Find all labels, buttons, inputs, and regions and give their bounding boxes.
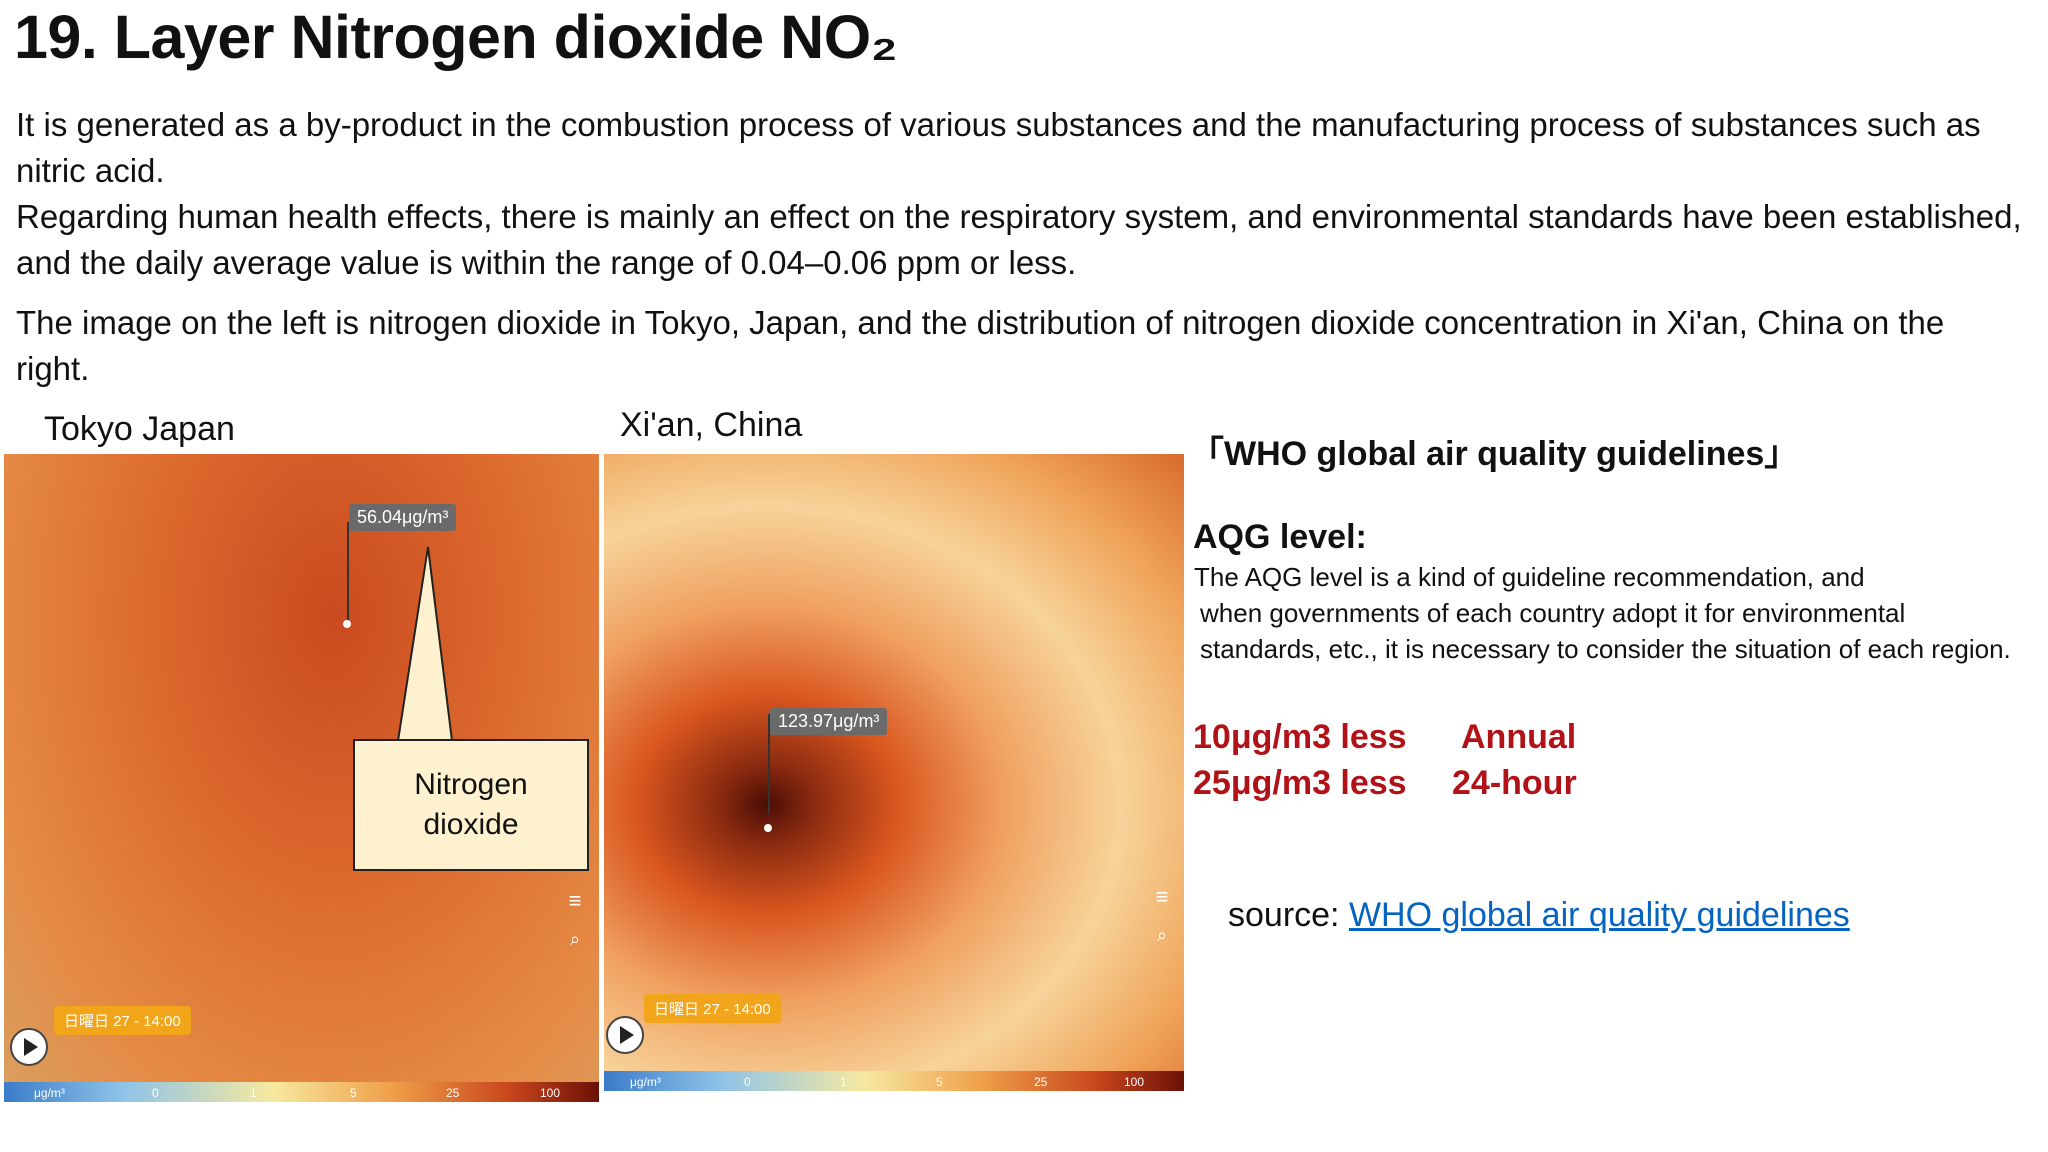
image-description-paragraph: The image on the left is nitrogen dioxid… (16, 304, 1945, 387)
scale-unit: μg/m³ (34, 1086, 65, 1100)
play-button-icon[interactable] (10, 1028, 48, 1066)
tokyo-map-label: Tokyo Japan (44, 410, 235, 448)
scale-tick: 25 (1034, 1075, 1048, 1089)
source-citation: source: WHO global air quality guideline… (1228, 896, 1850, 935)
tokyo-reading-label: 56.04μg/m³ (349, 504, 457, 531)
aqg-description-line: The AQG level is a kind of guideline rec… (1194, 562, 1865, 592)
location-pin (764, 824, 772, 832)
reading-stem (347, 522, 349, 622)
xian-date-pill: 日曜日 27 - 14:00 (644, 994, 781, 1023)
reading-stem (768, 714, 770, 814)
intro-paragraph: It is generated as a by-product in the c… (16, 106, 1981, 189)
location-pin (343, 620, 351, 628)
aqg-description-line: when governments of each country adopt i… (1200, 598, 1906, 628)
scale-tick: 100 (1124, 1075, 1145, 1089)
xian-reading-label: 123.97μg/m³ (770, 708, 888, 735)
menu-icon[interactable]: ≡ (568, 888, 582, 913)
xian-no2-map: 123.97μg/m³ ≡ ⌕ 日曜日 27 - 14:00 μg/m³ 0 1… (604, 454, 1184, 1091)
scale-tick: 1 (250, 1086, 257, 1100)
annual-guideline-period: Annual (1461, 718, 1577, 756)
scale-tick: 0 (744, 1075, 751, 1089)
scale-unit: μg/m³ (630, 1075, 661, 1089)
scale-tick: 100 (540, 1086, 561, 1100)
annual-guideline-value: 10μg/m3 less (1193, 718, 1407, 756)
daily-guideline-value: 25μg/m3 less (1193, 764, 1407, 802)
scale-tick: 1 (840, 1075, 847, 1089)
scale-tick: 5 (350, 1086, 357, 1100)
tokyo-date-pill: 日曜日 27 - 14:00 (54, 1006, 191, 1035)
xian-color-scale: μg/m³ 0 1 5 25 100 (604, 1071, 1184, 1091)
scale-tick: 0 (152, 1086, 159, 1100)
search-icon[interactable]: ⌕ (1156, 925, 1168, 945)
aqg-level-heading: AQG level: (1193, 518, 1367, 556)
menu-icon[interactable]: ≡ (1155, 884, 1169, 909)
scale-tick: 5 (936, 1075, 943, 1089)
health-paragraph: Regarding human health effects, there is… (16, 198, 2022, 281)
nitrogen-dioxide-callout: Nitrogen dioxide (353, 739, 589, 871)
who-guidelines-heading: 「WHO global air quality guidelines」 (1190, 435, 1799, 473)
aqg-description-line: standards, etc., it is necessary to cons… (1200, 634, 2011, 664)
source-prefix: source: (1228, 896, 1349, 934)
who-guidelines-link[interactable]: WHO global air quality guidelines (1348, 896, 1850, 934)
play-button-icon[interactable] (606, 1016, 644, 1054)
daily-guideline-period: 24-hour (1452, 764, 1577, 802)
search-icon[interactable]: ⌕ (569, 929, 581, 949)
tokyo-color-scale: μg/m³ 0 1 5 25 100 (4, 1082, 599, 1102)
xian-map-label: Xi'an, China (620, 406, 803, 444)
slide-title: 19. Layer Nitrogen dioxide NO₂ (14, 3, 898, 71)
scale-tick: 25 (446, 1086, 460, 1100)
